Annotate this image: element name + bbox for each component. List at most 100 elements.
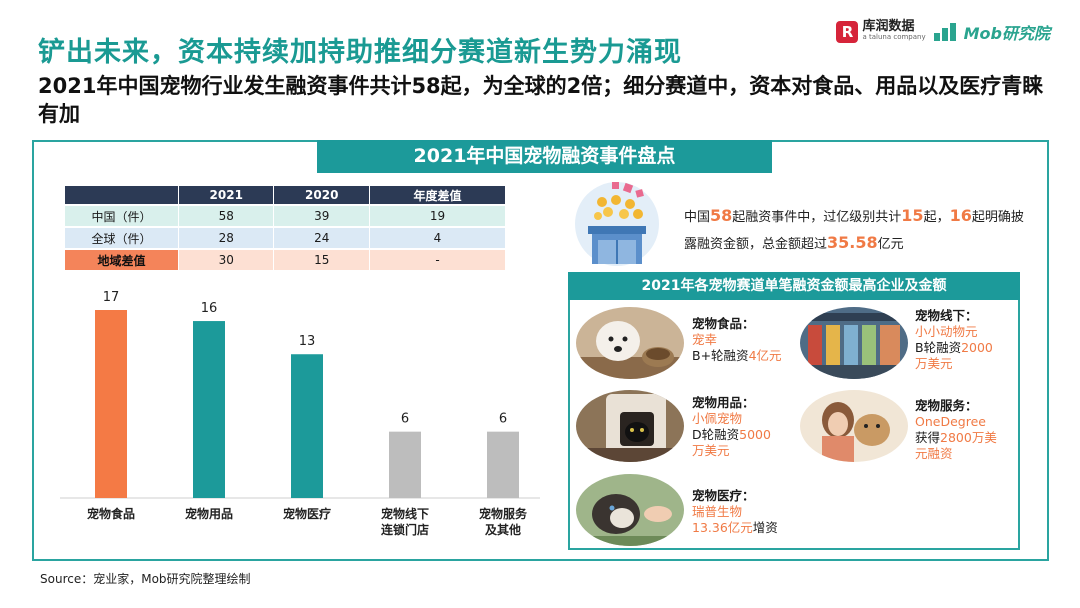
table-cell: 24	[274, 228, 370, 248]
deal-company: 宠幸	[692, 332, 718, 347]
table-cell: 19	[369, 206, 506, 226]
dog-photo-food	[576, 307, 684, 379]
page-subtitle: 2021年中国宠物行业发生融资事件共计58起，为全球的2倍；细分赛道中，资本对食…	[38, 74, 1044, 126]
deal-amount-line: 13.36亿元增资	[692, 520, 778, 536]
deal-round: B轮融资	[915, 340, 962, 355]
deal-amount-line: B+轮融资4亿元	[692, 348, 782, 364]
bar	[389, 431, 421, 498]
table-row: 地域差值 30 15 -	[65, 250, 506, 270]
mob-logo-name: Mob研究院	[963, 24, 1050, 43]
store-photo-offline	[800, 307, 908, 379]
deal-round: B+轮融资	[692, 348, 749, 363]
deal-item-food: 宠物食品： 宠幸 B+轮融资4亿元	[692, 316, 782, 364]
row-label: 地域差值	[65, 250, 179, 270]
deal-amount-unit: 增资	[752, 520, 778, 535]
x-tick-label: 及其他	[485, 522, 521, 537]
table-cell: 30	[179, 250, 275, 270]
woman-dog-photo-service	[800, 390, 908, 462]
deal-amount-line: 获得2800万美	[915, 430, 997, 446]
deal-round: 获得	[915, 430, 941, 445]
kr-logo-sub: a taluna company	[862, 33, 926, 41]
summary-text-part: 起明确披露融资金额，总金额超过	[684, 210, 1024, 252]
x-tick-label: 宠物线下	[381, 506, 429, 521]
bar-value-label: 6	[499, 412, 507, 427]
table-cell: 15	[274, 250, 370, 270]
section-title: 2021年中国宠物融资事件盘点	[317, 140, 772, 173]
table-cell: 39	[274, 206, 370, 226]
page-title: 铲出未来，资本持续加持助推细分赛道新生势力涌现	[38, 37, 682, 68]
x-tick-label: 宠物医疗	[283, 506, 331, 521]
table-row: 中国（件） 58 39 19	[65, 206, 506, 226]
bar-value-label: 13	[299, 334, 316, 349]
table-cell: 58	[179, 206, 275, 226]
mob-logo-icon	[933, 23, 956, 41]
table-header-row: 2021 2020 年度差值	[65, 186, 506, 204]
table-row: 全球（件） 28 24 4	[65, 228, 506, 248]
table-header-cell: 2021	[179, 186, 275, 204]
deal-amount: 2000	[961, 340, 993, 355]
bar	[291, 354, 323, 498]
source-note: Source：宠业家，Mob研究院整理绘制	[40, 572, 251, 586]
deal-amount-unit: 元融资	[915, 446, 953, 461]
deal-amount-unit: 万美元	[692, 443, 730, 458]
logo-group: R 库润数据 a taluna company Mob研究院	[836, 20, 1050, 44]
bar	[95, 310, 127, 498]
row-label: 中国（件）	[65, 206, 179, 226]
cat-photo-supplies	[576, 390, 684, 462]
bar-value-label: 16	[201, 301, 218, 316]
table-header-cell	[65, 186, 179, 204]
x-tick-label: 宠物食品	[87, 506, 135, 521]
summary-number: 15	[901, 206, 924, 225]
deal-category: 宠物服务：	[915, 398, 978, 413]
storefront-coins-icon	[575, 182, 659, 266]
kr-logo-mark: R	[836, 21, 859, 43]
bar	[487, 431, 519, 498]
deal-amount-unit: 万美元	[915, 356, 953, 371]
summary-number: 58	[710, 206, 733, 225]
deal-category: 宠物食品：	[692, 316, 755, 331]
deal-company: 瑞普生物	[692, 504, 743, 519]
summary-text-part: 亿元	[877, 237, 904, 252]
bar-value-label: 6	[401, 412, 409, 427]
deal-amount: 5000	[739, 427, 771, 442]
summary-text-part: 起融资事件中，过亿级别共计	[732, 210, 902, 225]
x-tick-label: 连锁门店	[381, 522, 429, 537]
summary-text: 中国58起融资事件中，过亿级别共计15起，16起明确披露融资金额，总金额超过35…	[684, 203, 1034, 257]
deal-item-offline: 宠物线下： 小小动物元 B轮融资2000 万美元	[915, 308, 993, 372]
deal-company: 小小动物元	[915, 324, 978, 339]
table-cell: 28	[179, 228, 275, 248]
x-tick-label: 宠物用品	[185, 506, 233, 521]
row-label: 全球（件）	[65, 228, 179, 248]
deal-company: OneDegree	[915, 414, 986, 429]
kr-logo-name: 库润数据	[862, 19, 915, 34]
deal-item-service: 宠物服务： OneDegree 获得2800万美 元融资	[915, 398, 997, 462]
deal-item-supplies: 宠物用品： 小佩宠物 D轮融资5000 万美元	[692, 395, 771, 459]
summary-text-part: 起，	[923, 210, 950, 225]
table-header-cell: 年度差值	[369, 186, 506, 204]
table-cell: 4	[369, 228, 506, 248]
bar	[193, 321, 225, 498]
deal-amount: 13.36亿元	[692, 520, 753, 535]
financing-table: 2021 2020 年度差值 中国（件） 58 39 19 全球（件） 28 2…	[65, 184, 506, 272]
bar-value-label: 17	[103, 290, 120, 305]
summary-text-part: 中国	[684, 210, 711, 225]
deal-company: 小佩宠物	[692, 411, 743, 426]
table-header-cell: 2020	[274, 186, 370, 204]
kr-logo: R 库润数据 a taluna company	[836, 19, 926, 43]
deal-amount: 4亿元	[748, 348, 782, 363]
table-cell: -	[369, 250, 506, 270]
deal-amount-line: B轮融资2000	[915, 340, 993, 356]
deal-category: 宠物医疗：	[692, 488, 755, 503]
deal-category: 宠物用品：	[692, 395, 755, 410]
dog-photo-medical	[576, 474, 684, 546]
summary-number: 35.58	[827, 233, 878, 252]
deal-round: D轮融资	[692, 427, 740, 442]
deal-item-medical: 宠物医疗： 瑞普生物 13.36亿元增资	[692, 488, 778, 536]
deal-amount-line: D轮融资5000	[692, 427, 771, 443]
x-tick-label: 宠物服务	[479, 506, 528, 521]
deal-amount: 2800万美	[940, 430, 997, 445]
top-deals-title: 2021年各宠物赛道单笔融资金额最高企业及金额	[568, 272, 1020, 300]
deal-category: 宠物线下：	[915, 308, 978, 323]
summary-number: 16	[949, 206, 972, 225]
